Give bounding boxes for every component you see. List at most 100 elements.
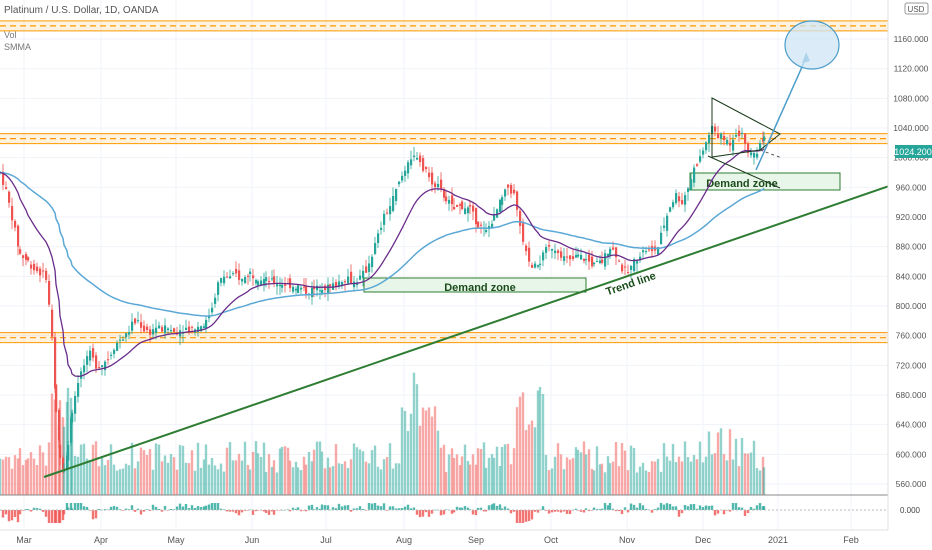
candle-body [404, 170, 407, 176]
volume-bar [647, 471, 651, 495]
macd-bar [562, 510, 566, 512]
candle-body [122, 339, 125, 341]
volume-bar [731, 459, 735, 495]
currency-badge[interactable] [904, 2, 929, 15]
candle-body [311, 287, 314, 298]
volume-bar [487, 457, 491, 495]
volume-bar [142, 450, 146, 495]
volume-bar [713, 453, 717, 495]
macd-bar [606, 505, 610, 510]
volume-bar [88, 460, 92, 495]
candle-body [380, 227, 383, 230]
volume-bar [231, 460, 235, 495]
macd-bar [512, 510, 516, 512]
demand-zone-box-1[interactable] [363, 277, 587, 293]
candle-body [475, 207, 478, 225]
volume-bar [662, 443, 666, 495]
macd-bar [495, 505, 499, 510]
macd-bar [400, 507, 404, 510]
candle-body [134, 318, 137, 324]
candle-body [54, 337, 57, 389]
candle-body [48, 280, 51, 305]
volume-bar [559, 454, 563, 495]
candle-body [335, 282, 338, 287]
macd-bar [355, 508, 359, 510]
candle-body [401, 175, 404, 181]
candle-body [327, 284, 330, 294]
candle-body [569, 255, 572, 260]
volume-bar [312, 449, 316, 495]
candle-body [690, 179, 693, 190]
candle-body [257, 281, 260, 286]
macd-bar [424, 510, 428, 513]
price-tick-13: 1080.000 [893, 93, 929, 103]
volume-bar [106, 460, 110, 495]
volume-bar [169, 454, 173, 495]
price-tick-3: 680.000 [896, 390, 927, 400]
candle-body [472, 205, 475, 212]
volume-bar [406, 431, 410, 495]
volume-bar [509, 464, 513, 495]
macd-bar [385, 510, 389, 511]
candle-body [756, 153, 759, 158]
volume-bar [234, 460, 238, 495]
projection-arrow[interactable] [755, 57, 807, 171]
macd-bar [641, 505, 645, 510]
volume-bar [385, 457, 389, 495]
macd-bar [677, 510, 681, 517]
macd-bar [181, 506, 185, 510]
smma-indicator-label[interactable]: SMMA [4, 42, 31, 52]
volume-bar [606, 456, 610, 495]
candle-body [522, 223, 525, 242]
candle-body [321, 289, 324, 293]
volume-bar [427, 407, 431, 495]
macd-bar [680, 510, 684, 514]
volume-bar [79, 444, 83, 495]
macd-bar [695, 508, 699, 510]
candle-body [319, 290, 322, 292]
candle-body [45, 270, 48, 280]
trend-line[interactable] [43, 183, 896, 478]
macd-bar [231, 510, 235, 512]
candle-body [607, 253, 610, 257]
volume-bar [762, 467, 766, 495]
candle-body [214, 297, 217, 305]
macd-bar [568, 510, 572, 515]
volume-bar [288, 460, 292, 495]
candle-body [316, 285, 319, 291]
volume-bar [154, 443, 158, 495]
price-tick-6: 800.000 [896, 301, 927, 311]
candle-body [726, 139, 729, 145]
candle-body [545, 247, 548, 253]
macd-bar [29, 510, 33, 512]
macd-bar [592, 507, 596, 510]
candle-body [741, 132, 744, 134]
candle-body [434, 183, 437, 188]
candle-body [2, 171, 5, 185]
candle-body [684, 195, 687, 205]
volume-bar [623, 450, 627, 495]
candle-body [329, 284, 332, 287]
macd-bar [94, 510, 98, 519]
candle-body [525, 245, 528, 252]
candle-body [77, 382, 80, 397]
time-tick-0: Mar [16, 535, 32, 545]
volume-bar [471, 454, 475, 495]
macd-bar [38, 508, 42, 510]
target-ellipse[interactable] [784, 20, 840, 70]
time-axis[interactable]: Mar Apr May Jun Jul Aug Sep Oct Nov Dec 2021 Feb [16, 535, 859, 545]
volume-indicator-label[interactable]: Vol [4, 30, 17, 40]
macd-bar [323, 505, 327, 510]
macd-bar [617, 510, 621, 512]
price-tick-7: 840.000 [896, 271, 927, 281]
macd-bar [553, 510, 557, 512]
macd-bar [749, 507, 753, 510]
candle-body [591, 256, 594, 267]
macd-bar [752, 508, 756, 510]
macd-bar [762, 506, 766, 510]
candle-body [155, 327, 158, 333]
macd-bar [484, 510, 488, 512]
macd-bar [7, 510, 11, 522]
macd-bar [160, 510, 164, 512]
